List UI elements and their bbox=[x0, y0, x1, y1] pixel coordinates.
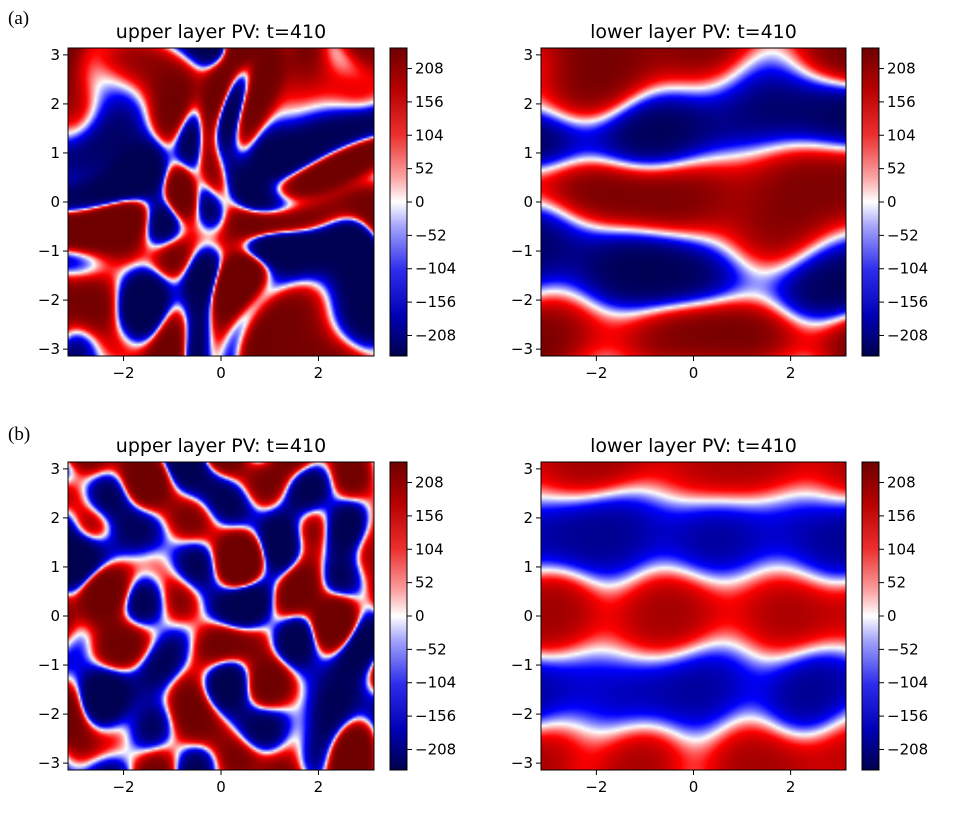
colorbar-tick-label: −104 bbox=[887, 674, 928, 692]
subplot-3: upper layer PV: t=410 −2 0 2 −3 −2 −1 0 1 2 3 208 15… bbox=[38, 435, 456, 796]
y-tick-label: 2 bbox=[50, 509, 60, 527]
x-tick-label: −2 bbox=[585, 364, 607, 382]
y-tick-label: −1 bbox=[38, 656, 60, 674]
y-tick-label: −1 bbox=[511, 242, 533, 260]
x-tick-label: 2 bbox=[786, 778, 796, 796]
y-tick-label: 2 bbox=[523, 509, 533, 527]
chart-title: lower layer PV: t=410 bbox=[590, 435, 797, 457]
subplot-4: lower layer PV: t=410 −2 0 2 −3 −2 −1 0 1 2 3 208 15… bbox=[511, 435, 928, 796]
colorbar-tick-label: 104 bbox=[887, 126, 916, 144]
y-tick-label: −2 bbox=[38, 705, 60, 723]
y-tick-label: −3 bbox=[38, 340, 60, 358]
colorbar-tick-label: 208 bbox=[415, 474, 444, 492]
colorbar bbox=[861, 47, 880, 357]
colorbar-tick-label: 0 bbox=[887, 193, 897, 211]
subplots: upper layer PV: t=410−2 0 2−3−2−1012320815… bbox=[38, 21, 928, 796]
colorbar-tick-label: −156 bbox=[415, 293, 456, 311]
colorbar bbox=[389, 47, 408, 357]
colorbar-tick-label: −208 bbox=[887, 326, 928, 344]
heatmap-image bbox=[68, 48, 374, 356]
y-tick-label: 2 bbox=[523, 95, 533, 113]
colorbar-tick-label: 104 bbox=[415, 540, 444, 558]
x-tick-label: −2 bbox=[112, 778, 134, 796]
colorbar bbox=[389, 461, 408, 771]
colorbar-tick-label: 52 bbox=[415, 574, 434, 592]
colorbar-tick-label: 208 bbox=[415, 60, 444, 78]
y-tick-label: −2 bbox=[38, 291, 60, 309]
colorbar-tick-label: −156 bbox=[887, 293, 928, 311]
chart-title: upper layer PV: t=410 bbox=[116, 435, 326, 457]
y-tick-label: −3 bbox=[511, 340, 533, 358]
colorbar-tick-label: −104 bbox=[415, 674, 456, 692]
y-tick-label: 3 bbox=[50, 460, 60, 478]
colorbar-tick-label: 208 bbox=[887, 60, 916, 78]
x-tick-label: 0 bbox=[216, 364, 226, 382]
colorbar-tick-label: −52 bbox=[887, 640, 919, 658]
colorbar-tick-label: −52 bbox=[887, 226, 919, 244]
y-tick-label: 1 bbox=[523, 144, 533, 162]
chart-title: upper layer PV: t=410 bbox=[116, 21, 326, 43]
colorbar-tick-label: −52 bbox=[415, 640, 447, 658]
colorbar-tick-label: −208 bbox=[887, 740, 928, 758]
y-tick-label: −1 bbox=[38, 242, 60, 260]
heatmap-image bbox=[68, 462, 374, 770]
colorbar-tick-label: −208 bbox=[415, 326, 456, 344]
y-tick-label: 0 bbox=[50, 193, 60, 211]
colorbar-tick-label: −156 bbox=[887, 707, 928, 725]
y-tick-label: −1 bbox=[511, 656, 533, 674]
colorbar-tick-label: 0 bbox=[887, 607, 897, 625]
colorbar-tick-label: 156 bbox=[887, 507, 916, 525]
colorbar-tick-label: 156 bbox=[415, 93, 444, 111]
colorbar-tick-label: 52 bbox=[887, 160, 906, 178]
colorbar-tick-label: −156 bbox=[415, 707, 456, 725]
y-tick-label: −2 bbox=[511, 291, 533, 309]
x-tick-label: 2 bbox=[314, 364, 324, 382]
colorbar-tick-label: 52 bbox=[415, 160, 434, 178]
colorbar-tick-label: 156 bbox=[415, 507, 444, 525]
heatmap-image bbox=[541, 462, 846, 770]
x-tick-label: −2 bbox=[585, 778, 607, 796]
y-tick-label: −3 bbox=[38, 754, 60, 772]
y-tick-label: −3 bbox=[511, 754, 533, 772]
x-tick-label: 2 bbox=[314, 778, 324, 796]
x-tick-label: 0 bbox=[689, 364, 699, 382]
panel-label-a: (a) bbox=[8, 8, 29, 29]
y-tick-label: 1 bbox=[50, 144, 60, 162]
colorbar bbox=[861, 461, 880, 771]
x-tick-label: 0 bbox=[689, 778, 699, 796]
colorbar-tick-label: 0 bbox=[415, 193, 425, 211]
subplot-2: lower layer PV: t=410 −2 0 2 −3 −2 −1 0 1 2 3 208 15… bbox=[511, 21, 928, 382]
colorbar-tick-label: 156 bbox=[887, 93, 916, 111]
colorbar-tick-label: −104 bbox=[415, 260, 456, 278]
colorbar-tick-label: 52 bbox=[887, 574, 906, 592]
y-tick-label: 3 bbox=[50, 46, 60, 64]
y-tick-label: −2 bbox=[511, 705, 533, 723]
x-tick-label: 2 bbox=[786, 364, 796, 382]
y-tick-label: 2 bbox=[50, 95, 60, 113]
colorbar-tick-label: −104 bbox=[887, 260, 928, 278]
y-tick-label: 0 bbox=[523, 607, 533, 625]
colorbar-tick-label: 104 bbox=[887, 540, 916, 558]
x-tick-label: 0 bbox=[216, 778, 226, 796]
heatmap-image bbox=[541, 48, 846, 356]
chart-title: lower layer PV: t=410 bbox=[590, 21, 797, 43]
x-tick-label: −2 bbox=[112, 364, 134, 382]
colorbar-tick-label: 104 bbox=[415, 126, 444, 144]
y-tick-label: 1 bbox=[523, 558, 533, 576]
colorbar-tick-label: 208 bbox=[887, 474, 916, 492]
subplot-1: upper layer PV: t=410 −2 0 2 −3 −2 −1 0 1 2 3 208 15… bbox=[38, 21, 456, 382]
y-tick-label: 3 bbox=[523, 460, 533, 478]
panel-label-b: (b) bbox=[8, 424, 30, 445]
colorbar-tick-label: 0 bbox=[415, 607, 425, 625]
y-tick-label: 0 bbox=[523, 193, 533, 211]
y-tick-label: 1 bbox=[50, 558, 60, 576]
colorbar-tick-label: −208 bbox=[415, 740, 456, 758]
y-tick-label: 0 bbox=[50, 607, 60, 625]
colorbar-tick-label: −52 bbox=[415, 226, 447, 244]
y-tick-label: 3 bbox=[523, 46, 533, 64]
